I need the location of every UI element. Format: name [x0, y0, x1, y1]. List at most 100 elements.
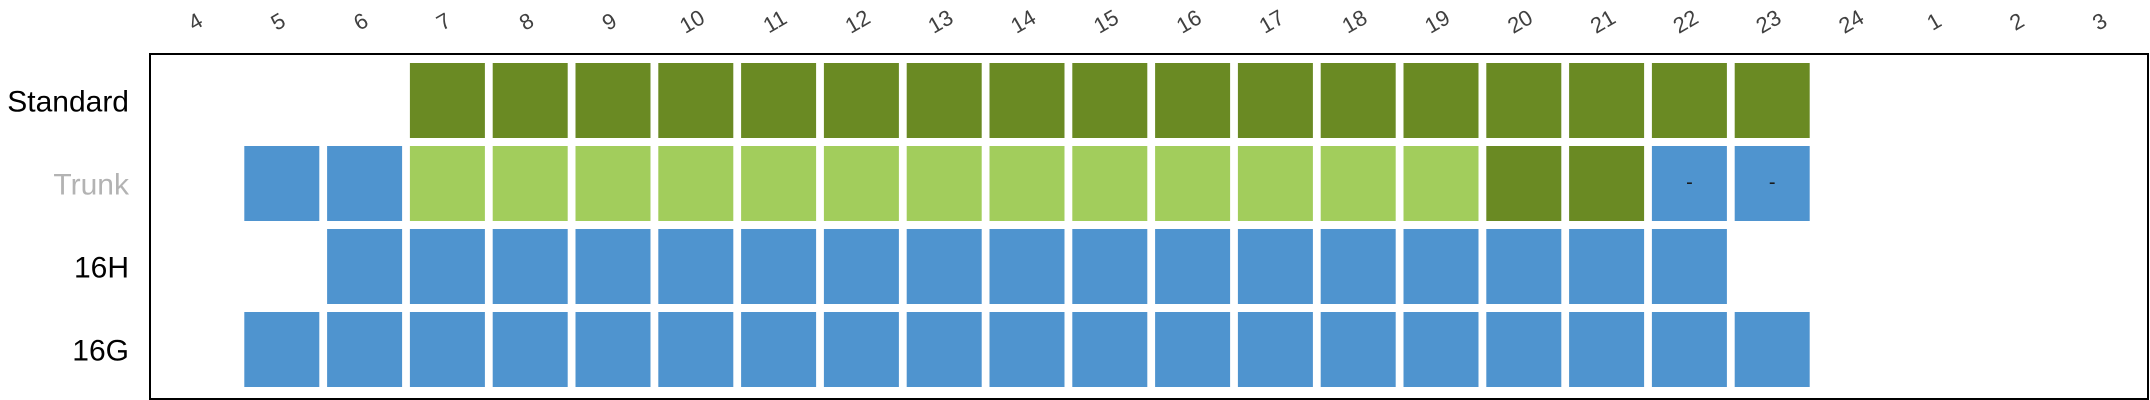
- schedule-cell: [1569, 146, 1645, 221]
- hour-label: 17: [1255, 5, 1289, 39]
- schedule-cell: [575, 146, 651, 221]
- hour-label: 23: [1752, 5, 1786, 39]
- schedule-cell: [658, 229, 734, 304]
- schedule-cell: [492, 312, 568, 387]
- schedule-cell: [327, 146, 403, 221]
- schedule-cell: [575, 229, 651, 304]
- schedule-cell: [409, 229, 485, 304]
- schedule-cell: [1320, 312, 1396, 387]
- schedule-cell: [1486, 146, 1562, 221]
- schedule-cell: [989, 63, 1065, 138]
- schedule-cell: [906, 63, 982, 138]
- cell-note: -: [1686, 172, 1693, 194]
- schedule-cell: [1734, 146, 1810, 221]
- schedule-cell: [1237, 229, 1313, 304]
- hour-label: 22: [1669, 5, 1703, 39]
- schedule-cell: [575, 63, 651, 138]
- schedule-cell: [1734, 312, 1810, 387]
- hour-label: 18: [1338, 5, 1372, 39]
- schedule-cell: [1072, 312, 1148, 387]
- hour-label: 9: [598, 8, 621, 36]
- schedule-cell: [906, 229, 982, 304]
- schedule-cell: [1320, 146, 1396, 221]
- schedule-cell: [1072, 229, 1148, 304]
- row-label: Standard: [7, 86, 129, 119]
- schedule-cell: [823, 146, 899, 221]
- hour-label: 19: [1420, 5, 1454, 39]
- schedule-cell: [492, 146, 568, 221]
- hour-label: 4: [184, 8, 207, 36]
- schedule-cell: [1237, 63, 1313, 138]
- hour-label: 1: [1922, 8, 1945, 36]
- schedule-cell: [1155, 146, 1231, 221]
- hour-label: 24: [1834, 5, 1868, 39]
- schedule-cell: [327, 312, 403, 387]
- schedule-cell: [1486, 312, 1562, 387]
- schedule-cell: [906, 146, 982, 221]
- schedule-cell: [1320, 63, 1396, 138]
- hour-label: 20: [1503, 5, 1537, 39]
- schedule-cell: [1155, 63, 1231, 138]
- schedule-cell: [492, 63, 568, 138]
- schedule-cell: [1569, 63, 1645, 138]
- chart-frame: [149, 53, 2149, 400]
- schedule-cell: [658, 146, 734, 221]
- schedule-cell: [244, 312, 320, 387]
- schedule-cell: [1237, 146, 1313, 221]
- schedule-cell: [658, 63, 734, 138]
- hour-label: 6: [349, 8, 372, 36]
- schedule-cell: [327, 229, 403, 304]
- cell-note: -: [1769, 172, 1776, 194]
- schedule-cell: [1651, 312, 1727, 387]
- schedule-cell: [989, 146, 1065, 221]
- schedule-cell: [1569, 312, 1645, 387]
- schedule-cell: [244, 146, 320, 221]
- schedule-cell: [823, 63, 899, 138]
- row-label: 16H: [74, 252, 129, 285]
- schedule-cell: [1403, 229, 1479, 304]
- hour-label: 21: [1586, 5, 1620, 39]
- schedule-cell: [1155, 312, 1231, 387]
- schedule-cell: [1486, 63, 1562, 138]
- row-labels: Standard Trunk 16H 16G: [7, 86, 130, 368]
- hour-axis: 4 5 6 7 8 9 10 11 12 13 14 15 16 17 18 19 20 21 22 23 24 1 2 3: [184, 5, 2112, 39]
- schedule-cell: [1237, 312, 1313, 387]
- row-label: 16G: [72, 335, 129, 368]
- schedule-cell: [1486, 229, 1562, 304]
- schedule-cell: [575, 312, 651, 387]
- schedule-cells: --: [244, 63, 1810, 387]
- schedule-cell: [741, 229, 817, 304]
- schedule-cell: [492, 229, 568, 304]
- schedule-cell: [1403, 63, 1479, 138]
- schedule-cell: [741, 312, 817, 387]
- hour-label: 8: [515, 8, 538, 36]
- hour-label: 16: [1172, 5, 1206, 39]
- schedule-cell: [409, 146, 485, 221]
- hour-label: 12: [841, 5, 875, 39]
- row-label: Trunk: [53, 169, 130, 202]
- hour-label: 13: [924, 5, 958, 39]
- schedule-cell: [1651, 229, 1727, 304]
- schedule-cell: [1734, 63, 1810, 138]
- hour-label: 11: [759, 5, 791, 38]
- schedule-cell: [1651, 146, 1727, 221]
- schedule-cell: [1072, 63, 1148, 138]
- schedule-cell: [741, 146, 817, 221]
- hour-label: 7: [432, 8, 455, 36]
- schedule-cell: [1403, 312, 1479, 387]
- schedule-cell: [409, 63, 485, 138]
- hour-label: 14: [1006, 5, 1040, 39]
- schedule-cell: [1320, 229, 1396, 304]
- schedule-cell: [823, 312, 899, 387]
- schedule-cell: [1155, 229, 1231, 304]
- hour-label: 2: [2005, 8, 2028, 36]
- schedule-cell: [989, 312, 1065, 387]
- hour-label: 10: [675, 5, 709, 39]
- schedule-cell: [741, 63, 817, 138]
- schedule-cell: [1403, 146, 1479, 221]
- schedule-cell: [1569, 229, 1645, 304]
- schedule-cell: [823, 229, 899, 304]
- schedule-cell: [906, 312, 982, 387]
- schedule-cell: [409, 312, 485, 387]
